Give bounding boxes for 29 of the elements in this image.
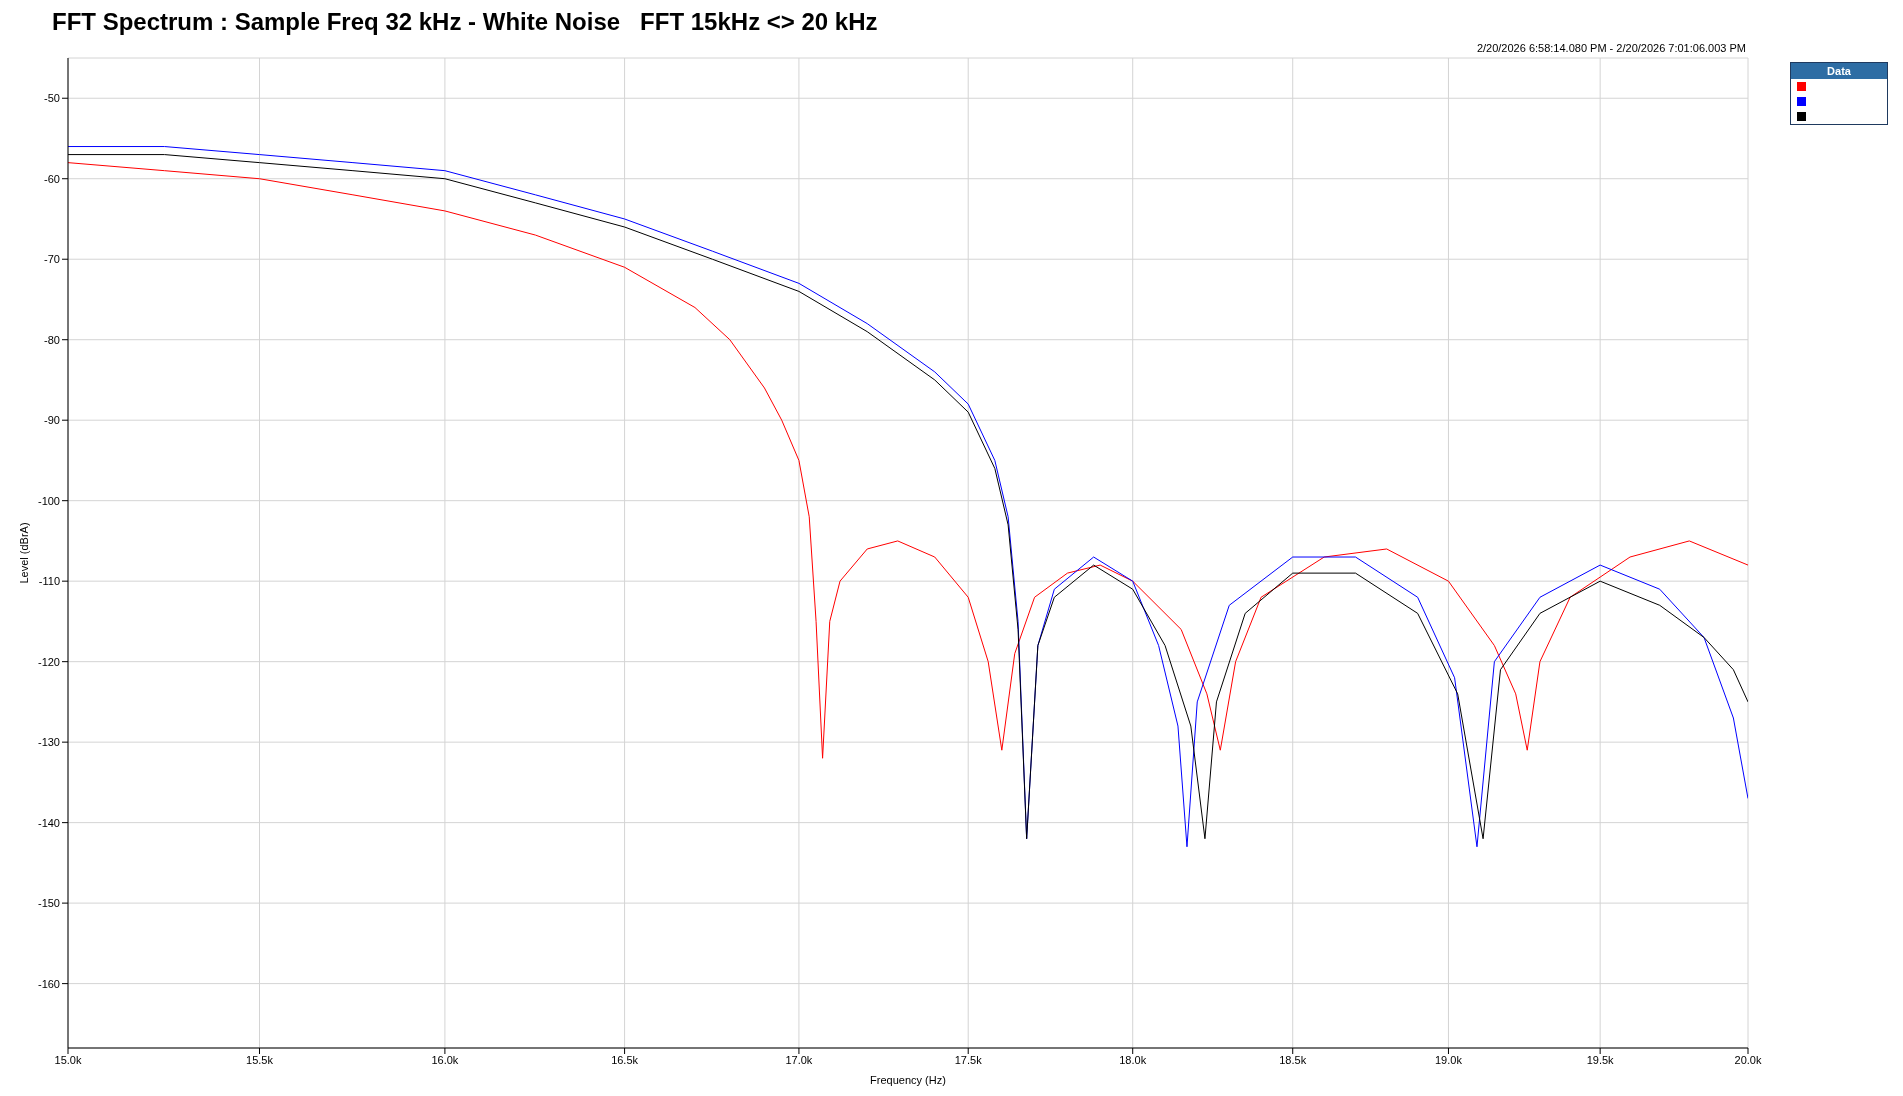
y-tick-label: -130: [37, 736, 60, 749]
y-tick-label: -80: [44, 333, 60, 346]
y-tick-label: -100: [37, 494, 60, 507]
y-tick-label: -150: [37, 897, 60, 910]
x-tick-label: 18.5k: [1279, 1053, 1307, 1066]
legend-title: Data: [1791, 63, 1887, 79]
legend-panel: Data: [1790, 62, 1888, 125]
y-axis-title: Level (dBrA): [17, 522, 30, 584]
x-tick-label: 19.5k: [1586, 1053, 1615, 1066]
x-tick-label: 18.0k: [1119, 1053, 1147, 1066]
y-tick-label: -60: [44, 172, 60, 185]
x-tick-label: 20.0k: [1734, 1053, 1762, 1066]
x-tick-label: 15.0k: [54, 1053, 82, 1066]
x-tick-label: 16.5k: [611, 1053, 639, 1066]
y-tick-label: -90: [44, 414, 60, 427]
x-tick-label: 19.0k: [1435, 1053, 1463, 1066]
y-tick-label: -140: [37, 816, 60, 829]
y-tick-label: -120: [37, 655, 60, 668]
y-tick-label: -110: [38, 575, 60, 588]
x-tick-label: 17.0k: [785, 1053, 813, 1066]
y-tick-label: -160: [37, 977, 60, 990]
chart-title: FFT Spectrum : Sample Freq 32 kHz - White Noise FFT 15kHz <> 20 kHz: [51, 8, 879, 37]
x-tick-label: 17.5k: [954, 1053, 983, 1066]
x-axis-title: Frequency (Hz): [870, 1074, 946, 1086]
x-tick-label: 16.0k: [431, 1053, 459, 1066]
y-tick-label: -50: [44, 92, 60, 105]
y-tick-label: -70: [44, 253, 60, 266]
chart-subtitle: 2/20/2026 6:58:14.080 PM - 2/20/2026 7:01:06.003 PM: [1476, 42, 1746, 54]
x-tick-label: 15.5k: [246, 1053, 274, 1066]
